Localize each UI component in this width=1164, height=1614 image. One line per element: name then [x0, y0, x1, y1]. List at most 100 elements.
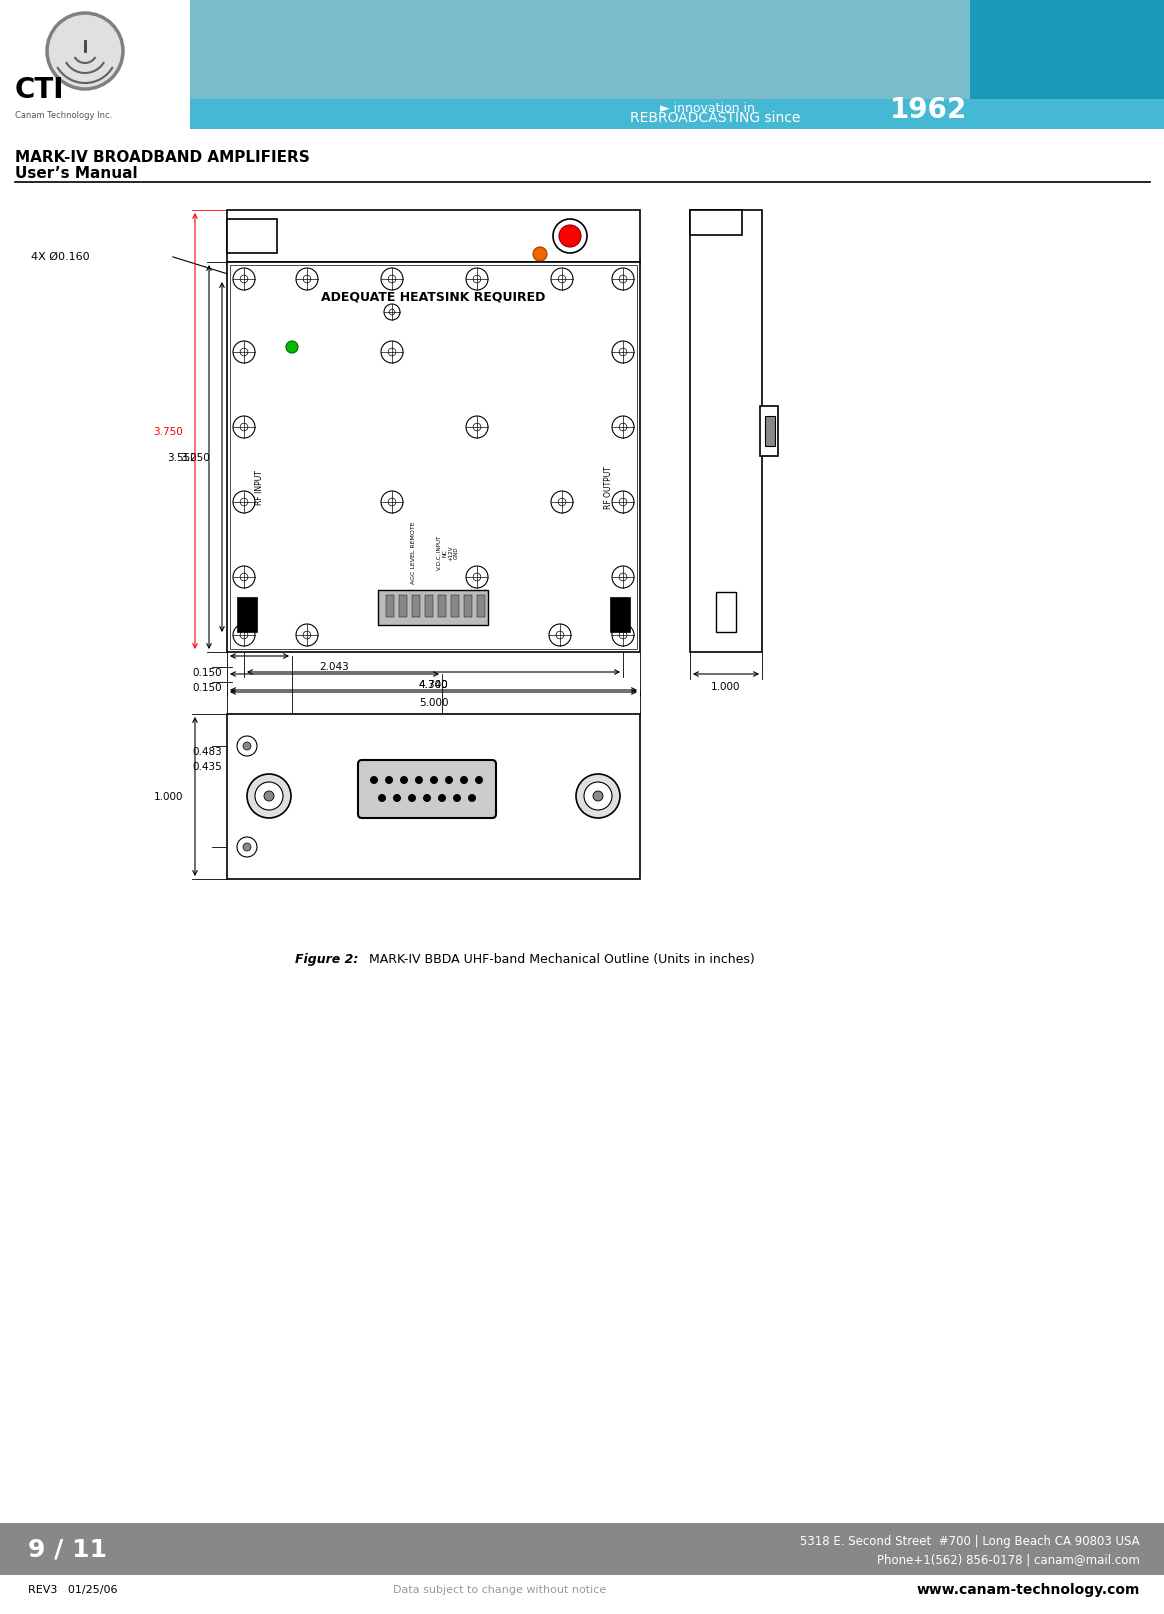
FancyBboxPatch shape — [359, 760, 496, 818]
Text: REV3   01/25/06: REV3 01/25/06 — [28, 1583, 118, 1595]
Bar — [378, 591, 488, 626]
Circle shape — [445, 776, 453, 784]
Bar — [450, 596, 459, 618]
Circle shape — [240, 349, 248, 357]
Text: 0.150: 0.150 — [192, 668, 222, 678]
Circle shape — [460, 776, 468, 784]
Circle shape — [393, 794, 402, 802]
Circle shape — [612, 416, 634, 439]
Circle shape — [243, 742, 251, 751]
Bar — [412, 596, 420, 618]
Bar — [230, 266, 637, 649]
Circle shape — [384, 305, 400, 321]
Circle shape — [466, 270, 488, 291]
Text: RF OUTPUT: RF OUTPUT — [603, 466, 612, 508]
Circle shape — [473, 575, 481, 581]
Circle shape — [400, 776, 409, 784]
Circle shape — [233, 342, 255, 363]
Circle shape — [296, 625, 318, 647]
Text: 3.750: 3.750 — [154, 426, 183, 437]
Text: 0.483: 0.483 — [192, 747, 222, 757]
Circle shape — [559, 226, 581, 249]
Circle shape — [466, 567, 488, 589]
Circle shape — [612, 492, 634, 513]
Text: MARK-IV BBDA UHF-band Mechanical Outline (Units in inches): MARK-IV BBDA UHF-band Mechanical Outline… — [365, 952, 754, 965]
Circle shape — [453, 794, 461, 802]
Text: 0.567: 0.567 — [244, 644, 275, 654]
Bar — [464, 596, 471, 618]
Circle shape — [423, 794, 431, 802]
Bar — [227, 263, 640, 652]
Bar — [237, 597, 257, 633]
Circle shape — [388, 276, 396, 284]
Text: Canam Technology Inc.: Canam Technology Inc. — [15, 111, 112, 119]
Circle shape — [233, 567, 255, 589]
Circle shape — [233, 492, 255, 513]
Circle shape — [388, 499, 396, 507]
Circle shape — [237, 736, 257, 757]
Circle shape — [430, 776, 438, 784]
Text: 2.043: 2.043 — [320, 662, 349, 671]
Circle shape — [240, 631, 248, 639]
Bar — [477, 596, 485, 618]
Text: REBROADCASTING since: REBROADCASTING since — [630, 111, 804, 124]
Bar — [970, 0, 1164, 129]
Circle shape — [296, 270, 318, 291]
Circle shape — [381, 270, 403, 291]
Circle shape — [303, 631, 311, 639]
Bar — [190, 100, 1164, 129]
Text: ADEQUATE HEATSINK REQUIRED: ADEQUATE HEATSINK REQUIRED — [321, 291, 545, 303]
Bar — [386, 596, 393, 618]
Text: 9 / 11: 9 / 11 — [28, 1537, 107, 1561]
Circle shape — [389, 310, 395, 316]
Circle shape — [556, 631, 563, 639]
Circle shape — [612, 567, 634, 589]
Circle shape — [559, 499, 566, 507]
Text: 5.000: 5.000 — [419, 697, 448, 707]
Text: CTI: CTI — [15, 76, 64, 103]
Circle shape — [473, 276, 481, 284]
Circle shape — [553, 220, 587, 253]
Text: 0.435: 0.435 — [192, 762, 222, 771]
Circle shape — [619, 499, 627, 507]
Text: RF INPUT: RF INPUT — [255, 470, 263, 505]
Circle shape — [240, 499, 248, 507]
Circle shape — [416, 776, 423, 784]
Text: www.canam-technology.com: www.canam-technology.com — [916, 1582, 1140, 1596]
Text: ► innovation in: ► innovation in — [660, 102, 755, 115]
Text: 4.700: 4.700 — [419, 679, 448, 689]
Bar — [760, 407, 778, 457]
Circle shape — [533, 249, 547, 261]
Bar — [690, 211, 741, 236]
Circle shape — [619, 575, 627, 581]
Circle shape — [409, 794, 416, 802]
Circle shape — [388, 349, 396, 357]
Bar — [716, 592, 736, 633]
Circle shape — [619, 276, 627, 284]
Text: 4.340: 4.340 — [419, 679, 448, 689]
Circle shape — [473, 424, 481, 431]
Text: 1.000: 1.000 — [154, 792, 183, 802]
Text: V.D.C. INPUT
NC
+12V
GND: V.D.C. INPUT NC +12V GND — [436, 536, 460, 570]
Circle shape — [247, 775, 291, 818]
Circle shape — [619, 349, 627, 357]
Text: 5318 E. Second Street  #700 | Long Beach CA 90803 USA: 5318 E. Second Street #700 | Long Beach … — [801, 1535, 1140, 1548]
Circle shape — [233, 625, 255, 647]
Bar — [690, 211, 762, 652]
Circle shape — [619, 631, 627, 639]
Text: MARK-IV BROADBAND AMPLIFIERS: MARK-IV BROADBAND AMPLIFIERS — [15, 150, 310, 165]
Circle shape — [47, 15, 123, 90]
Circle shape — [233, 270, 255, 291]
Text: Figure 2:: Figure 2: — [294, 952, 359, 965]
Bar — [425, 596, 433, 618]
Circle shape — [612, 270, 634, 291]
Circle shape — [240, 276, 248, 284]
Circle shape — [237, 838, 257, 857]
Text: User’s Manual: User’s Manual — [15, 166, 137, 181]
Circle shape — [255, 783, 283, 810]
Text: 3.250: 3.250 — [180, 452, 210, 463]
Circle shape — [475, 776, 483, 784]
Bar — [765, 416, 775, 447]
Text: 1962: 1962 — [890, 95, 967, 124]
Bar — [227, 715, 640, 880]
